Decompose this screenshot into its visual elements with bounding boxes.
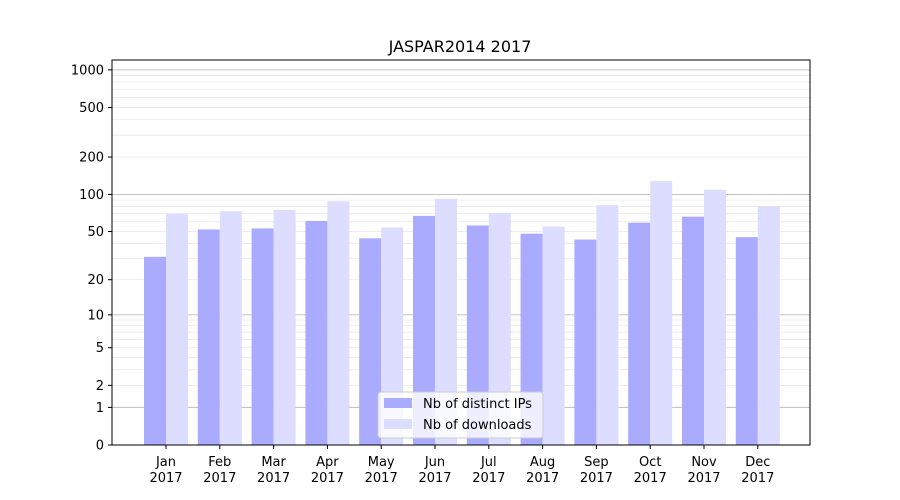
bar-downloads <box>327 201 350 445</box>
bar-downloads <box>596 205 619 445</box>
y-tick-label: 50 <box>87 225 104 240</box>
bar-downloads <box>488 212 511 445</box>
y-axis: 0 1 2 5 10 20 50 100 200 500 1000 <box>71 63 112 454</box>
bar-downloads <box>435 198 457 445</box>
y-tick-label: 20 <box>87 273 104 288</box>
x-tick-label-year: 2017 <box>526 471 559 486</box>
chart-title: JASPAR2014 2017 <box>388 37 532 56</box>
y-tick-label: 2 <box>96 379 104 394</box>
y-tick-label: 0 <box>96 439 104 454</box>
legend: Nb of distinct IPs Nb of downloads <box>377 391 544 439</box>
bar-distinct-ips <box>359 238 382 445</box>
x-tick-label-year: 2017 <box>580 471 613 486</box>
x-axis: Jan2017Feb2017Mar2017Apr2017May2017Jun20… <box>149 445 774 486</box>
x-tick-label-month: May <box>368 455 395 470</box>
x-tick-label-year: 2017 <box>634 471 667 486</box>
y-tick-label: 100 <box>79 188 104 203</box>
x-tick-label-year: 2017 <box>203 471 236 486</box>
x-tick-label-month: Oct <box>639 455 661 470</box>
legend-swatch-downloads <box>384 419 412 429</box>
x-tick-label-month: Dec <box>745 455 770 470</box>
bar-downloads <box>542 226 565 445</box>
bar-downloads <box>166 213 188 445</box>
y-tick-label: 10 <box>87 308 104 323</box>
bar-distinct-ips <box>466 225 489 445</box>
x-tick-label-month: Aug <box>530 455 555 470</box>
y-tick-label: 1000 <box>71 63 104 78</box>
bar-distinct-ips <box>628 222 651 445</box>
legend-box <box>377 391 544 439</box>
x-tick-label-month: Sep <box>584 455 609 470</box>
x-tick-label-year: 2017 <box>472 471 505 486</box>
bar-distinct-ips <box>413 215 435 445</box>
bar-distinct-ips <box>197 229 220 445</box>
bar-downloads <box>273 209 296 445</box>
bar-distinct-ips <box>305 220 328 445</box>
bar-downloads <box>650 181 673 445</box>
legend-label-distinct-ips: Nb of distinct IPs <box>423 397 532 412</box>
legend-swatch-distinct-ips <box>384 398 412 408</box>
y-tick-label: 5 <box>96 341 104 356</box>
bar-distinct-ips <box>251 228 274 445</box>
x-tick-label-year: 2017 <box>311 471 344 486</box>
x-tick-label-year: 2017 <box>418 471 451 486</box>
bar-distinct-ips <box>574 239 597 445</box>
bar-distinct-ips <box>144 256 166 445</box>
x-tick-label-month: Mar <box>261 455 286 470</box>
x-tick-label-month: Nov <box>691 455 717 470</box>
x-tick-label-month: Jan <box>155 455 176 470</box>
x-tick-label-month: Feb <box>208 455 231 470</box>
y-tick-label: 500 <box>79 101 104 116</box>
bar-downloads <box>704 189 726 445</box>
bar-downloads <box>219 211 242 445</box>
x-tick-label-month: Apr <box>316 455 339 470</box>
bar-downloads <box>757 206 780 445</box>
x-tick-label-year: 2017 <box>257 471 290 486</box>
plot-frame <box>111 59 811 446</box>
legend-label-downloads: Nb of downloads <box>423 418 532 433</box>
y-tick-label: 200 <box>79 151 104 166</box>
x-tick-label-year: 2017 <box>687 471 720 486</box>
x-tick-label-month: Jun <box>424 455 445 470</box>
y-tick-label: 1 <box>96 401 104 416</box>
x-tick-label-month: Jul <box>480 455 497 470</box>
bar-distinct-ips <box>735 237 758 445</box>
bar-downloads <box>381 227 404 445</box>
x-tick-label-year: 2017 <box>741 471 774 486</box>
x-tick-label-year: 2017 <box>149 471 182 486</box>
x-tick-label-year: 2017 <box>365 471 398 486</box>
bar-distinct-ips <box>682 216 704 445</box>
